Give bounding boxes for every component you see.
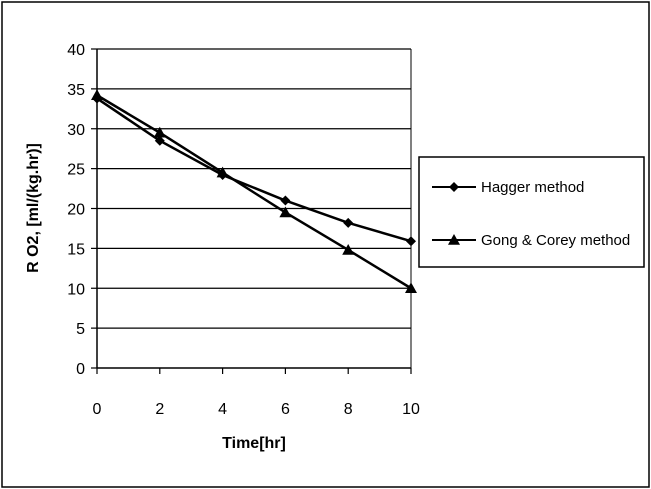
y-tick-label: 20 bbox=[67, 202, 85, 219]
x-tick-label: 2 bbox=[155, 401, 164, 418]
legend: Hagger method Gong & Corey method bbox=[418, 156, 645, 268]
series-line bbox=[96, 97, 412, 243]
gridlines bbox=[97, 48, 411, 329]
y-tick-label: 0 bbox=[76, 361, 85, 378]
series bbox=[91, 89, 417, 294]
y-tick-label: 40 bbox=[67, 42, 85, 59]
y-tick-label: 25 bbox=[67, 162, 85, 179]
data-point bbox=[405, 282, 417, 294]
y-tick-label: 35 bbox=[67, 82, 85, 99]
legend-item: Hagger method bbox=[432, 179, 584, 196]
legend-label: Hagger method bbox=[481, 179, 584, 196]
x-tick-label: 0 bbox=[93, 401, 102, 418]
data-point bbox=[153, 126, 166, 138]
x-tick-label: 4 bbox=[218, 401, 227, 418]
y-tick-label: 30 bbox=[67, 122, 85, 139]
y-tick-label: 5 bbox=[76, 321, 85, 338]
x-axis-title: Time[hr] bbox=[222, 435, 286, 452]
legend-label: Gong & Corey method bbox=[481, 232, 630, 249]
data-point bbox=[91, 89, 103, 101]
data-point bbox=[342, 243, 355, 255]
data-point bbox=[154, 135, 165, 146]
tick-labels: 0 5 10 15 20 25 30 35 40 0 2 4 6 8 10 bbox=[67, 42, 420, 418]
data-point bbox=[406, 236, 416, 247]
data-point bbox=[280, 195, 291, 206]
x-tick-label: 8 bbox=[344, 401, 353, 418]
y-tick-label: 10 bbox=[67, 281, 85, 298]
data-point bbox=[279, 206, 292, 218]
data-point bbox=[216, 166, 229, 178]
x-tick-label: 10 bbox=[402, 401, 420, 418]
legend-marker bbox=[449, 182, 459, 192]
legend-box bbox=[418, 156, 645, 268]
legend-marker bbox=[448, 234, 460, 245]
y-axis-title: R O2, [ml/(kg.hr)] bbox=[25, 143, 42, 273]
series-2 bbox=[91, 89, 417, 294]
data-point bbox=[343, 217, 354, 228]
legend-item: Gong & Corey method bbox=[432, 232, 630, 249]
y-tick-label: 15 bbox=[67, 241, 85, 258]
x-tick-label: 6 bbox=[281, 401, 290, 418]
series-line bbox=[96, 94, 412, 290]
